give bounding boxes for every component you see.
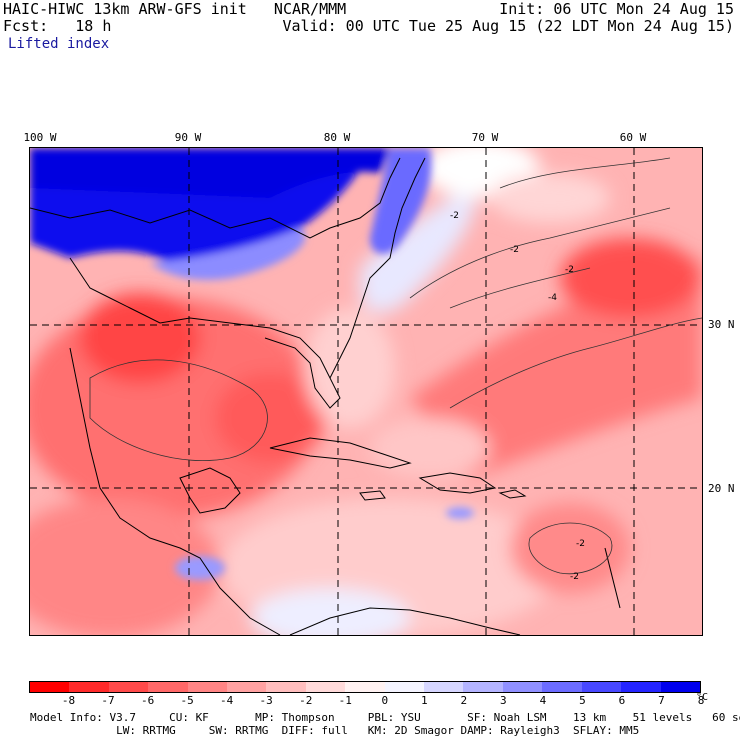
lon-label-90w: 90 W — [174, 131, 202, 144]
colorbar-segment — [108, 682, 149, 692]
colorbar-tick-label: 7 — [658, 694, 665, 707]
colorbar-segment — [660, 682, 700, 692]
atlantic-coast — [329, 157, 426, 379]
colorbar-tick-label: -4 — [220, 694, 234, 707]
colorbar-segment — [305, 682, 346, 692]
lon-label-60w: 60 W — [619, 131, 647, 144]
colorbar-tick-label: 6 — [618, 694, 626, 707]
model-info-line1: Model Info: V3.7 CU: KF MP: Thompson PBL… — [30, 711, 740, 724]
yucatan-channel-core — [215, 373, 325, 463]
bahamas-light-region — [370, 418, 490, 478]
lat-label-30n: 30 N — [708, 318, 735, 331]
hispaniola-stable-spot — [446, 507, 474, 519]
lon-label-80w: 80 W — [323, 131, 351, 144]
lifted-index-map: -2 -2 -4 -2 -2 -2 — [29, 147, 703, 636]
contour-line — [499, 157, 671, 189]
colorbar-segment — [581, 682, 622, 692]
state-borders-north — [30, 157, 401, 239]
gulf-coast — [69, 257, 341, 409]
jamaica — [359, 490, 386, 501]
colorbar-segment — [187, 682, 228, 692]
lon-label-70w: 70 W — [471, 131, 499, 144]
contour-label: -2 — [510, 245, 519, 255]
puerto-rico — [498, 489, 527, 499]
southern-caribbean-stable — [250, 588, 410, 635]
contour-label: -4 — [548, 293, 557, 303]
contour-line — [528, 522, 613, 575]
colorbar-tick-label: -6 — [140, 694, 155, 707]
field-name: Lifted index — [8, 36, 110, 52]
colorbar-tick-label: 1 — [420, 694, 428, 707]
colorbar-tick-label: 8 — [697, 694, 705, 707]
colorbar-tick-label: -2 — [299, 694, 313, 707]
contour-line — [89, 359, 268, 461]
colorbar-tick-label: 4 — [539, 694, 547, 707]
lat-lon-grid — [30, 148, 702, 635]
colorbar-tick-label: 5 — [579, 694, 586, 707]
contour-line — [449, 317, 702, 409]
lon-label-100w: 100 W — [23, 131, 57, 144]
model-title: HAIC-HIWC 13km ARW-GFS init NCAR/MMM — [3, 0, 347, 18]
east-coast-stable-strip — [360, 188, 476, 313]
lat-label-20n: 20 N — [708, 482, 735, 495]
northeast-atlantic-light — [490, 173, 610, 223]
colorbar-segment — [30, 682, 70, 692]
colorbar-segment — [621, 682, 661, 692]
colorbar-segment — [266, 682, 306, 692]
central-america-region — [30, 498, 220, 635]
colorbar-segment — [345, 682, 385, 692]
colorbar-ticks: -8 -7 -6 -5 -4 -3 -2 -1 0 1 2 3 4 5 6 7 8 — [29, 694, 704, 707]
pacific-stable-spot — [175, 556, 225, 580]
contour-label: -2 — [450, 211, 459, 221]
contour-lines — [89, 157, 702, 575]
colorbar-tick-label: -1 — [338, 694, 352, 707]
colorbar-tick-label: 0 — [381, 694, 389, 707]
colorbar-segment — [384, 682, 425, 692]
florida-light-region — [305, 308, 395, 428]
colorbar — [29, 681, 701, 693]
model-info-line2: LW: RRTMG SW: RRTMG DIFF: full KM: 2D Sm… — [30, 724, 640, 737]
south-america-coast — [289, 607, 521, 635]
colorbar-segment — [542, 682, 582, 692]
colorbar-tick-label: 3 — [500, 694, 507, 707]
colorbar-unit: °C — [696, 692, 709, 703]
colorbar-tick-label: -8 — [61, 694, 76, 707]
colorbar-segment — [424, 682, 464, 692]
stable-gradient-edge — [150, 228, 306, 280]
map-canvas: -2 -2 -4 -2 -2 -2 — [30, 148, 702, 635]
colorbar-segment — [463, 682, 503, 692]
east-caribbean-blob — [510, 503, 630, 593]
valid-time: Valid: 00 UTC Tue 25 Aug 15 (22 LDT Mon … — [282, 17, 734, 35]
contour-label: -2 — [570, 572, 579, 582]
cuba — [269, 437, 412, 469]
contour-label: -2 — [576, 539, 585, 549]
mexico-coast — [69, 347, 281, 635]
colorbar-segment — [148, 682, 188, 692]
contour-line — [449, 267, 591, 309]
coastlines — [30, 157, 621, 635]
colorbar-segment — [227, 682, 267, 692]
forecast-hour: Fcst: 18 h — [3, 17, 112, 35]
colorbar-tick-label: -5 — [180, 694, 194, 707]
hispaniola — [418, 472, 497, 494]
contour-line — [409, 207, 671, 299]
mid-atlantic-stable — [370, 148, 432, 254]
colorbar-tick-label: 2 — [460, 694, 468, 707]
northern-us-stable-core — [30, 148, 390, 198]
louisiana-unstable-core — [80, 293, 200, 383]
colorbar-segment — [69, 682, 109, 692]
init-time: Init: 06 UTC Mon 24 Aug 15 — [499, 0, 734, 18]
colorbar-tick-label: -3 — [259, 694, 273, 707]
colorbar-segment — [502, 682, 543, 692]
colorbar-tick-label: -7 — [101, 694, 115, 707]
yucatan-peninsula — [179, 467, 241, 514]
atlantic-unstable-core — [560, 238, 700, 318]
contour-label: -2 — [565, 265, 574, 275]
